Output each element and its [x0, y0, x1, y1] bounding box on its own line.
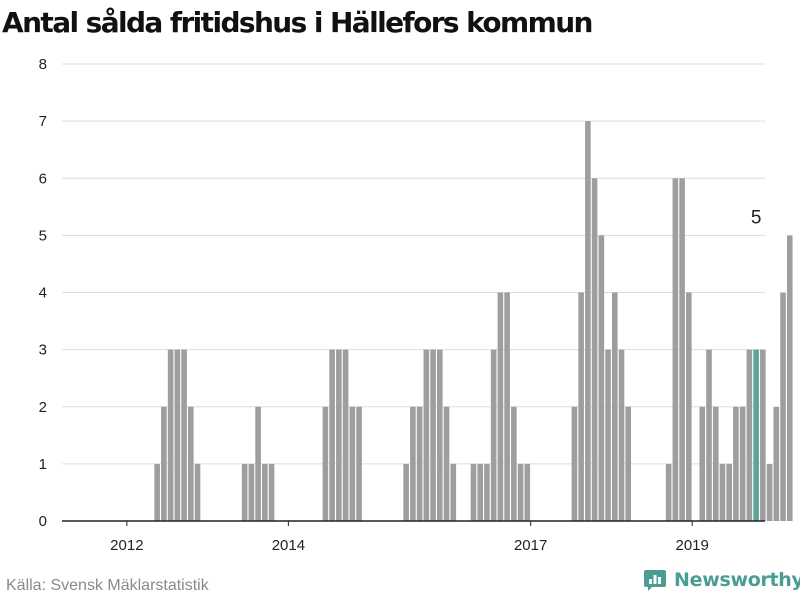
y-tick-label: 4	[39, 285, 47, 302]
bar	[490, 349, 497, 522]
bar	[665, 463, 672, 522]
bar	[773, 406, 780, 521]
y-tick-label: 0	[39, 513, 47, 530]
bar	[484, 463, 490, 522]
bar	[611, 292, 618, 521]
bar	[504, 292, 510, 521]
x-tick-label: 2017	[514, 537, 547, 554]
bar	[416, 406, 423, 521]
bar	[255, 406, 261, 521]
bar	[517, 463, 524, 522]
bar	[686, 292, 692, 521]
bar	[167, 349, 174, 522]
x-tick-label: 2012	[110, 537, 143, 554]
bar	[672, 178, 679, 521]
bar	[437, 349, 443, 522]
bar	[625, 406, 632, 521]
bar	[410, 406, 416, 521]
bar	[356, 406, 362, 521]
x-tick-label: 2019	[675, 537, 708, 554]
bar	[497, 292, 504, 521]
bar	[699, 406, 706, 521]
y-tick-label: 2	[39, 399, 47, 416]
bar	[706, 349, 712, 522]
bar	[753, 349, 759, 522]
bar	[578, 292, 584, 521]
bar	[188, 406, 194, 521]
bar	[618, 349, 625, 522]
bar	[349, 406, 356, 521]
bar	[430, 349, 436, 522]
y-tick-label: 5	[39, 227, 47, 244]
bar	[174, 349, 181, 522]
bar	[161, 406, 167, 521]
highlight-value-label: 5	[751, 207, 762, 228]
source-note: Källa: Svensk Mäklarstatistik	[6, 577, 209, 594]
bar	[760, 349, 766, 522]
bar	[712, 406, 719, 521]
brand-name: Newsworthy	[674, 569, 800, 591]
bar	[585, 121, 591, 522]
y-tick-label: 7	[39, 113, 47, 130]
bar	[780, 292, 786, 521]
bar	[524, 463, 531, 522]
bar	[403, 463, 409, 522]
bar	[598, 235, 605, 522]
bar	[766, 463, 773, 522]
bar	[591, 178, 598, 521]
bar	[470, 463, 477, 522]
brand-logo: Newsworthy	[643, 568, 800, 592]
bar-chart-icon	[644, 570, 666, 591]
bar	[241, 463, 248, 522]
y-tick-label: 3	[39, 342, 47, 359]
bar	[477, 463, 483, 522]
bar	[450, 463, 457, 522]
bar	[726, 463, 732, 522]
bar	[786, 235, 793, 522]
bar	[262, 463, 268, 522]
bar	[248, 463, 255, 522]
bar	[154, 463, 160, 522]
grid-lines	[62, 63, 765, 465]
x-tick-labels: 2012 2014 2017 2019	[110, 521, 709, 554]
chart-title: Antal sålda fritidshus i Hällefors kommu…	[2, 6, 593, 39]
bar	[443, 406, 450, 521]
bar	[679, 178, 685, 521]
bar	[329, 349, 335, 522]
bar	[342, 349, 349, 522]
bar	[336, 349, 342, 522]
bar	[194, 463, 201, 522]
y-tick-label: 6	[39, 170, 47, 187]
bar	[733, 406, 739, 521]
bars	[154, 121, 793, 522]
bar	[511, 406, 517, 521]
bar	[605, 349, 611, 522]
y-tick-label: 1	[39, 456, 47, 473]
y-tick-labels: 0 1 2 3 4 5 6 7 8	[39, 56, 47, 530]
bar	[746, 349, 753, 522]
bar	[268, 463, 275, 522]
bar	[739, 406, 746, 521]
annotations: 5	[751, 207, 762, 228]
y-tick-label: 8	[39, 56, 47, 73]
bar	[322, 406, 329, 521]
bar	[571, 406, 578, 521]
bar	[181, 349, 187, 522]
x-tick-label: 2014	[272, 537, 305, 554]
bar	[423, 349, 430, 522]
bar	[719, 463, 726, 522]
